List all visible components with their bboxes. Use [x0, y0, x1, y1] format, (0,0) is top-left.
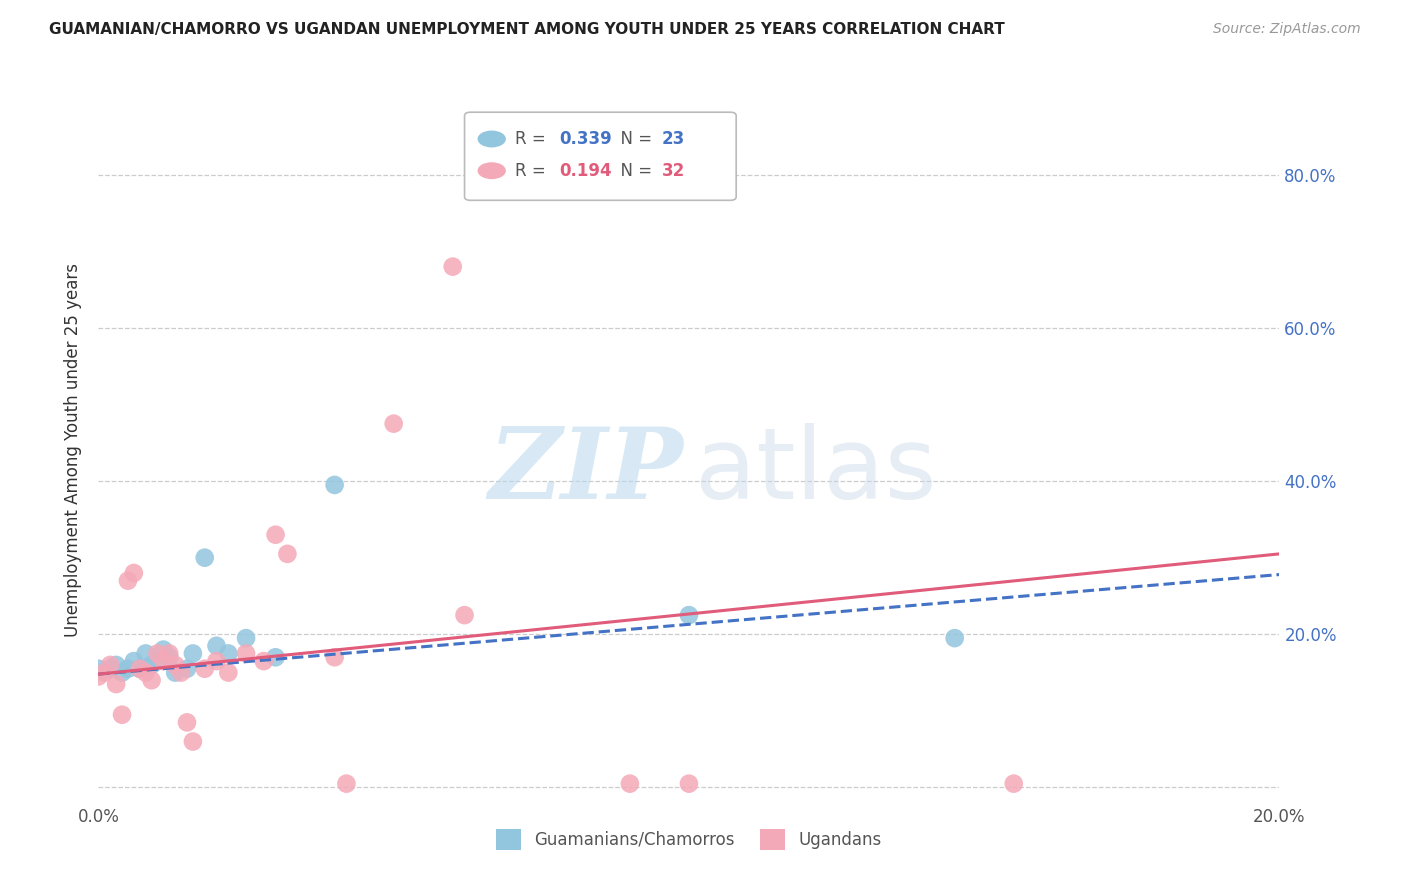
Point: [122, 566, 145, 580]
Text: N =: N =: [610, 161, 657, 179]
Point: [135, 647, 157, 661]
Point: [181, 647, 204, 661]
Point: [235, 631, 257, 645]
Point: [253, 654, 276, 668]
Text: 32: 32: [662, 161, 685, 179]
Point: [111, 665, 134, 680]
Point: [128, 662, 150, 676]
Point: [87, 662, 110, 676]
Point: [141, 657, 163, 672]
Point: [441, 260, 464, 274]
Point: [678, 777, 700, 791]
Point: [176, 662, 198, 676]
Text: atlas: atlas: [695, 423, 936, 520]
Point: [176, 715, 198, 730]
Text: R =: R =: [516, 130, 551, 148]
Point: [157, 650, 180, 665]
Point: [98, 662, 121, 676]
Point: [205, 654, 228, 668]
Point: [323, 650, 346, 665]
Point: [943, 631, 966, 645]
Point: [382, 417, 405, 431]
Legend: Guamanians/Chamorros, Ugandans: Guamanians/Chamorros, Ugandans: [488, 821, 890, 858]
Point: [205, 639, 228, 653]
Point: [117, 662, 139, 676]
Text: N =: N =: [610, 130, 657, 148]
Circle shape: [478, 162, 506, 179]
Point: [170, 665, 193, 680]
Point: [235, 647, 257, 661]
Point: [165, 657, 187, 672]
Point: [323, 478, 346, 492]
Point: [264, 527, 287, 541]
Point: [141, 673, 163, 688]
Point: [264, 650, 287, 665]
Circle shape: [478, 130, 506, 147]
Text: 23: 23: [662, 130, 685, 148]
Y-axis label: Unemployment Among Youth under 25 years: Unemployment Among Youth under 25 years: [65, 263, 83, 638]
FancyBboxPatch shape: [464, 112, 737, 201]
Point: [128, 662, 150, 676]
Point: [146, 654, 169, 668]
Point: [93, 665, 115, 680]
Point: [146, 647, 169, 661]
Point: [678, 608, 700, 623]
Point: [105, 657, 128, 672]
Point: [335, 777, 357, 791]
Point: [181, 734, 204, 748]
Text: 0.339: 0.339: [560, 130, 612, 148]
Point: [117, 574, 139, 588]
Text: Source: ZipAtlas.com: Source: ZipAtlas.com: [1213, 22, 1361, 37]
Point: [217, 647, 239, 661]
Point: [105, 677, 128, 691]
Point: [152, 642, 174, 657]
Point: [122, 654, 145, 668]
Point: [157, 647, 180, 661]
Text: GUAMANIAN/CHAMORRO VS UGANDAN UNEMPLOYMENT AMONG YOUTH UNDER 25 YEARS CORRELATIO: GUAMANIAN/CHAMORRO VS UGANDAN UNEMPLOYME…: [49, 22, 1005, 37]
Point: [111, 707, 134, 722]
Point: [87, 669, 110, 683]
Point: [194, 550, 217, 565]
Point: [194, 662, 217, 676]
Point: [453, 608, 475, 623]
Point: [98, 657, 121, 672]
Point: [165, 665, 187, 680]
Text: R =: R =: [516, 161, 551, 179]
Point: [619, 777, 641, 791]
Text: 0.194: 0.194: [560, 161, 612, 179]
Point: [135, 665, 157, 680]
Text: ZIP: ZIP: [488, 424, 683, 520]
Point: [276, 547, 298, 561]
Point: [1002, 777, 1025, 791]
Point: [152, 654, 174, 668]
Point: [217, 665, 239, 680]
